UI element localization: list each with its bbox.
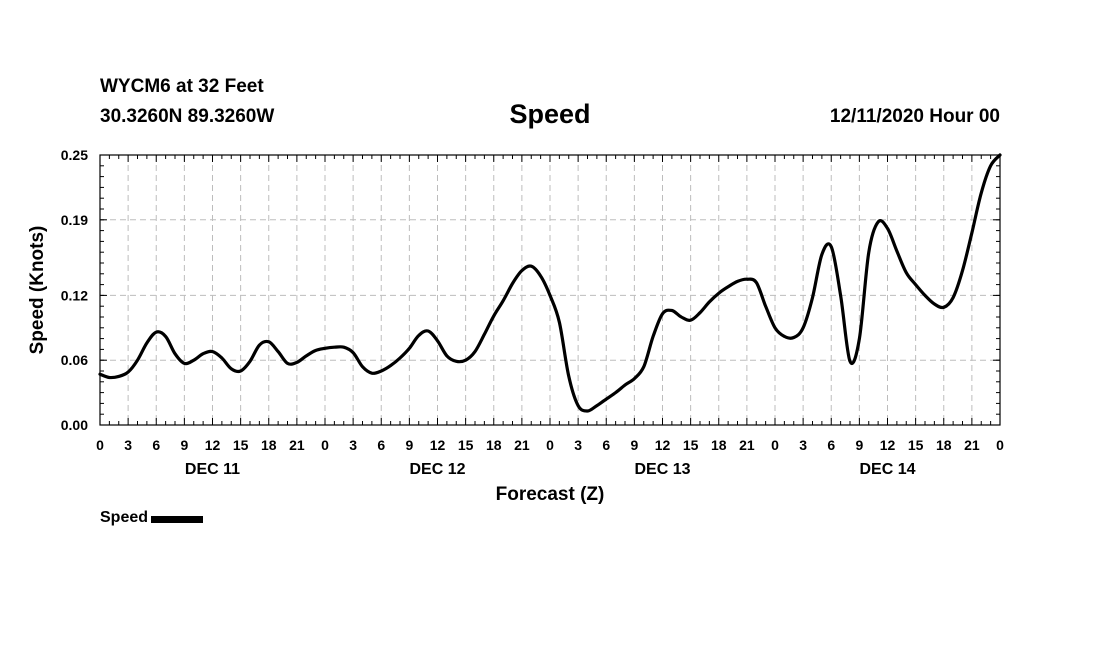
x-tick-label: 12: [430, 437, 446, 453]
x-tick-label: 3: [349, 437, 357, 453]
x-tick-label: 9: [180, 437, 188, 453]
x-tick-label: 6: [377, 437, 385, 453]
x-axis-label: Forecast (Z): [496, 484, 605, 505]
x-tick-label: 9: [630, 437, 638, 453]
day-label: DEC 11: [185, 461, 240, 478]
x-tick-label: 15: [908, 437, 924, 453]
x-tick-label: 0: [771, 437, 779, 453]
x-tick-label: 18: [261, 437, 277, 453]
x-tick-label: 15: [683, 437, 699, 453]
y-axis-label: Speed (Knots): [27, 226, 48, 355]
x-tick-label: 0: [96, 437, 104, 453]
x-tick-label: 18: [711, 437, 727, 453]
x-tick-label: 9: [405, 437, 413, 453]
day-label: DEC 12: [409, 461, 465, 478]
day-label: DEC 14: [859, 461, 915, 478]
x-tick-label: 0: [546, 437, 554, 453]
x-tick-label: 18: [486, 437, 502, 453]
x-tick-label: 6: [152, 437, 160, 453]
x-tick-label: 9: [855, 437, 863, 453]
station-label: WYCM6 at 32 Feet: [100, 76, 264, 97]
legend: Speed: [100, 509, 204, 527]
chart-title: Speed: [509, 99, 591, 129]
legend-swatch: [151, 516, 204, 523]
plot-frame: [99, 154, 1001, 426]
x-tick-label: 6: [602, 437, 610, 453]
y-tick-label: 0.00: [61, 417, 88, 433]
forecast-datetime: 12/11/2020 Hour 00: [829, 106, 1000, 127]
x-tick-label: 21: [964, 437, 980, 453]
y-tick-label: 0.19: [61, 212, 88, 228]
x-tick-label: 0: [321, 437, 329, 453]
x-tick-label: 12: [880, 437, 896, 453]
y-tick-label: 0.25: [61, 147, 88, 163]
x-tick-label: 15: [458, 437, 474, 453]
grid: [100, 155, 1000, 425]
x-tick-label: 3: [574, 437, 582, 453]
y-tick-label: 0.06: [61, 352, 88, 368]
x-tick-label: 12: [655, 437, 671, 453]
x-tick-label: 21: [514, 437, 530, 453]
tick-labels: 0 3 6 9 12 15 18 21 0 3 6 9 12 15 18 21 0 3 6 9 12 15 18 21 0 3 6 9…: [61, 147, 1004, 478]
day-label: DEC 13: [634, 461, 690, 478]
x-tick-label: 21: [739, 437, 755, 453]
x-tick-label: 3: [124, 437, 132, 453]
x-tick-label: 12: [205, 437, 221, 453]
x-tick-label: 6: [827, 437, 835, 453]
coordinates-label: 30.3260N 89.3260W: [100, 106, 275, 127]
x-tick-label: 0: [996, 437, 1004, 453]
y-tick-label: 0.12: [61, 287, 88, 303]
x-tick-label: 21: [289, 437, 305, 453]
x-tick-label: 18: [936, 437, 952, 453]
x-tick-label: 15: [233, 437, 249, 453]
x-tick-label: 3: [799, 437, 807, 453]
legend-label: Speed: [100, 509, 149, 526]
series-line-speed: [98, 153, 1002, 413]
